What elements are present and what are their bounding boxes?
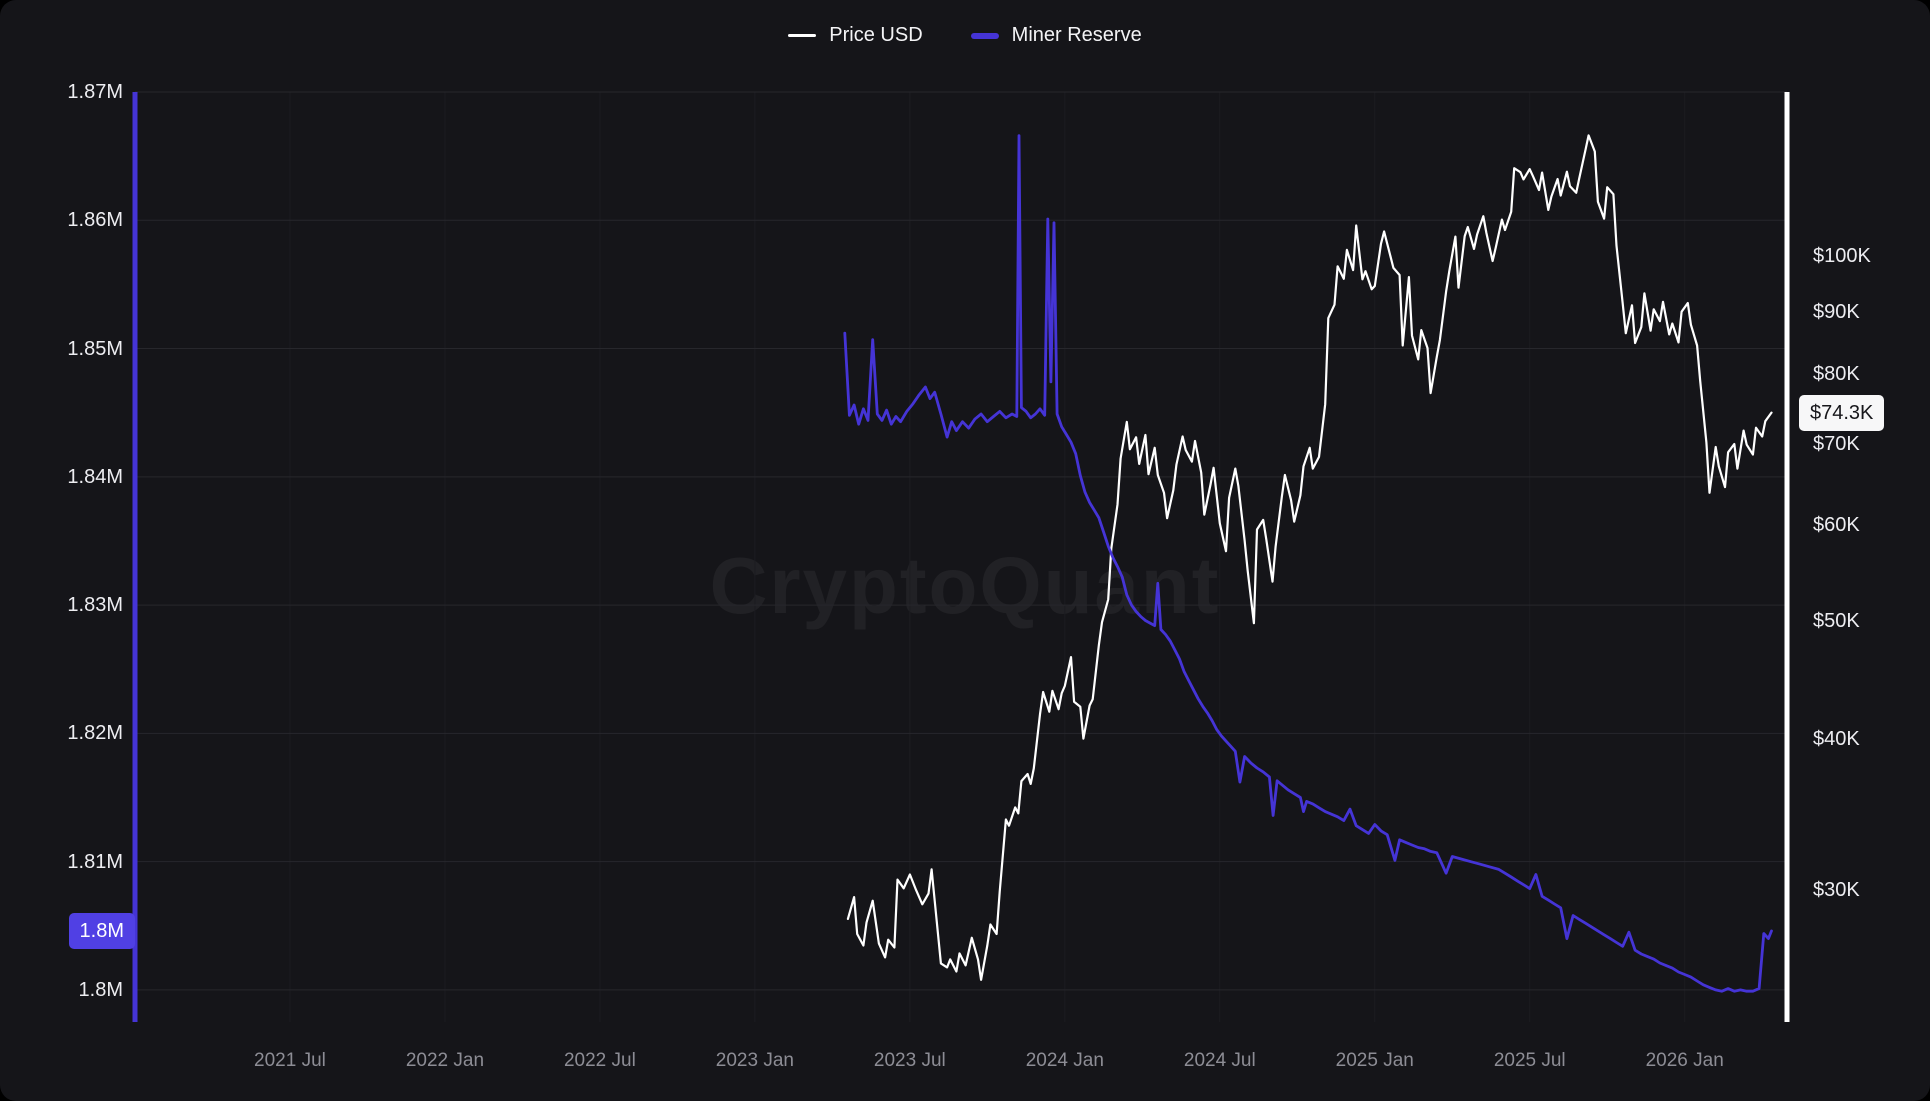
reserve-current-badge: 1.8M xyxy=(68,912,135,949)
legend: Price USD Miner Reserve xyxy=(0,24,1930,47)
legend-item-miner-reserve[interactable]: Miner Reserve xyxy=(970,24,1142,47)
legend-label-miner-reserve: Miner Reserve xyxy=(1011,24,1142,46)
price-current-badge: $74.3K xyxy=(1799,394,1885,431)
reserve-series-line xyxy=(843,134,1773,993)
watermark: CryptoQuant xyxy=(709,541,1221,630)
legend-label-price-usd: Price USD xyxy=(829,24,923,46)
price-line-swatch-icon xyxy=(788,34,817,37)
reserve-line-swatch-icon xyxy=(970,32,999,39)
price-series-line xyxy=(846,134,1773,981)
legend-item-price-usd[interactable]: Price USD xyxy=(788,24,923,47)
